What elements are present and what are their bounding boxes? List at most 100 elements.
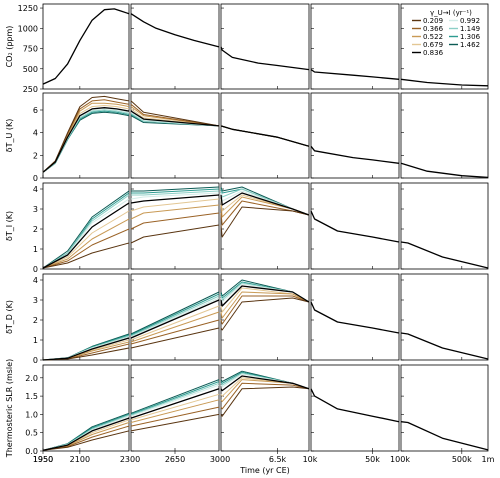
panel-dTI-2 [220, 182, 310, 270]
ytick-label-dTD: 0 [33, 356, 38, 365]
legend-label-0.679: 0.679 [423, 41, 443, 49]
xtick-label-boundary: 2300 [120, 455, 140, 464]
line-slr-0.992 [130, 384, 220, 417]
line-dTI-0.522 [130, 204, 220, 220]
panel-co2-2 [220, 3, 310, 90]
panel-co2-4 [400, 3, 489, 90]
panel-dTU-0 [42, 92, 130, 179]
line-dTU-0.209 [42, 95, 130, 173]
line-dTI-0.836 [130, 194, 220, 204]
line-dTI-tail [310, 210, 400, 243]
line-dTI-0.679 [130, 198, 220, 212]
line-dTI-tail [400, 241, 489, 269]
legend-label-1.462: 1.462 [460, 41, 480, 49]
line-slr-0.836 [220, 375, 310, 392]
ytick-label-co2: 1250 [18, 4, 38, 13]
line-dTI-1.149 [131, 190, 220, 196]
ytick-label-slr: 1.0 [25, 410, 38, 419]
line-slr-0.209 [130, 413, 220, 432]
line-dTU-1.149 [42, 109, 130, 173]
xtick-label: 2100 [70, 455, 90, 464]
line-dTI-0.366 [42, 228, 130, 269]
line-dTU-tail [400, 162, 489, 179]
line-slr-tail [400, 421, 489, 451]
panel-dTD-0 [42, 273, 130, 361]
line-slr-1.306 [130, 381, 220, 415]
ytick-label-dTI: 1 [33, 245, 38, 254]
ytick-label-dTI: 2 [33, 225, 38, 234]
legend-title: γ_U→I (yr⁻¹) [430, 9, 472, 17]
xtick-label: 2650 [165, 455, 185, 464]
line-co2 [310, 69, 400, 80]
line-dTU-0.522 [220, 125, 310, 147]
panel-co2-1 [130, 3, 220, 90]
line-dTD-0.209 [130, 327, 220, 349]
xtick-label-boundary: 3000 [210, 455, 230, 464]
line-dTD-0.836 [130, 299, 220, 339]
line-slr-0.209 [42, 430, 130, 451]
line-dTD-0.992 [42, 336, 130, 361]
line-dTU-1.462 [220, 125, 310, 147]
line-dTU-0.366 [220, 125, 310, 147]
xtick-label-boundary: 10k [303, 455, 318, 464]
xtick-label: 6.5k [269, 455, 287, 464]
legend-label-0.522: 0.522 [423, 33, 443, 41]
ylabel-dTD: δT_D (K) [5, 300, 14, 334]
ylabel-slr: Thermosteric SLR (msle) [5, 359, 14, 458]
panel-dTU-2 [220, 92, 310, 179]
line-dTU-0.836 [42, 107, 130, 173]
line-dTD-0.522 [220, 291, 310, 319]
ytick-label-co2: 750 [23, 45, 38, 54]
line-dTU-0.836 [220, 125, 310, 147]
line-dTU-0.209 [220, 125, 310, 147]
line-slr-0.522 [220, 379, 310, 403]
line-dTD-0.836 [42, 337, 130, 361]
line-dTD-0.679 [130, 305, 220, 341]
line-dTD-0.366 [130, 319, 220, 345]
xtick-label-boundary: 1m [482, 455, 495, 464]
panel-dTU-4 [400, 92, 489, 179]
line-dTD-1.149 [130, 295, 220, 337]
line-co2 [130, 13, 220, 48]
ytick-label-dTI: 4 [33, 185, 38, 194]
ytick-label-dTI: 3 [33, 205, 38, 214]
line-co2 [400, 78, 489, 87]
line-dTD-1.462 [130, 291, 220, 335]
line-dTI-1.462 [42, 190, 130, 269]
panel-dTI-0 [42, 182, 130, 270]
panel-slr-4 [400, 364, 489, 452]
line-dTU-tail [310, 145, 400, 164]
panel-slr-0 [42, 364, 130, 452]
x-axis-label: Time (yr CE) [239, 466, 290, 475]
ytick-label-dTD: 3 [33, 296, 38, 305]
legend-label-0.366: 0.366 [423, 25, 444, 33]
ytick-label-dTU: 4 [33, 129, 38, 138]
line-dTI-0.209 [42, 242, 130, 269]
legend-label-0.209: 0.209 [423, 17, 443, 25]
line-dTU-0.836 [130, 110, 220, 127]
line-dTI-0.366 [130, 212, 220, 230]
line-dTD-0.992 [130, 297, 220, 338]
ytick-label-dTU: 0 [33, 174, 38, 183]
ytick-label-dTD: 2 [33, 316, 38, 325]
ytick-label-dTD: 1 [33, 336, 38, 345]
line-dTD-0.522 [130, 311, 220, 343]
legend-label-0.992: 0.992 [460, 17, 480, 25]
line-slr-1.149 [42, 414, 130, 451]
line-dTI-0.209 [130, 224, 220, 244]
line-dTI-0.209 [220, 206, 310, 238]
panel-dTU-3 [310, 92, 400, 179]
ylabel-co2: CO₂ (ppm) [5, 26, 14, 68]
panel-dTD-2 [220, 273, 310, 361]
line-dTD-0.836 [220, 285, 310, 307]
line-slr-1.462 [130, 379, 220, 414]
panel-dTU-1 [130, 92, 220, 179]
line-slr-0.836 [42, 417, 130, 451]
line-dTI-0.522 [42, 218, 130, 269]
line-slr-0.836 [130, 388, 220, 419]
legend-label-1.306: 1.306 [460, 33, 481, 41]
line-dTU-1.462 [42, 111, 130, 173]
panel-co2-0 [42, 3, 130, 90]
line-dTD-tail [310, 301, 400, 334]
xtick-label: 500k [452, 455, 472, 464]
